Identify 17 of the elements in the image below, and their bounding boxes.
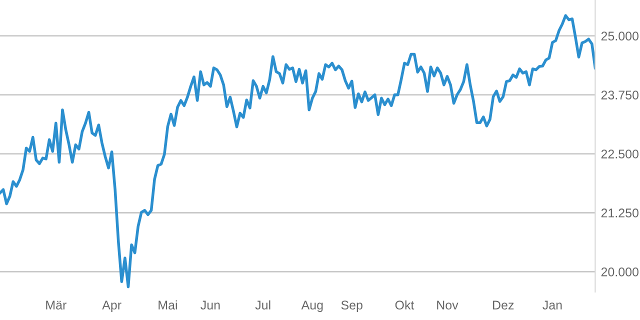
- x-tick-label: Nov: [437, 300, 458, 310]
- y-tick-label: 22.500: [601, 150, 638, 158]
- x-tick-label: Okt: [395, 300, 414, 310]
- x-tick-label: Dez: [493, 300, 514, 310]
- y-tick-label: 23.750: [601, 90, 638, 100]
- y-tick-label: 20.000: [601, 268, 638, 276]
- y-tick-label: 21.250: [601, 208, 638, 218]
- x-tick-label: Jul: [255, 300, 270, 310]
- x-tick-label: Apr: [102, 300, 122, 312]
- x-tick-label: Mai: [158, 300, 177, 310]
- x-tick-label: Jun: [200, 300, 220, 310]
- x-tick-label: Jan: [542, 300, 562, 310]
- x-tick-label: Sep: [341, 300, 362, 312]
- x-tick-label: Mär: [46, 300, 66, 310]
- x-tick-label: Aug: [301, 300, 323, 312]
- y-tick-label: 25.000: [601, 32, 638, 41]
- line-series: [0, 14, 596, 288]
